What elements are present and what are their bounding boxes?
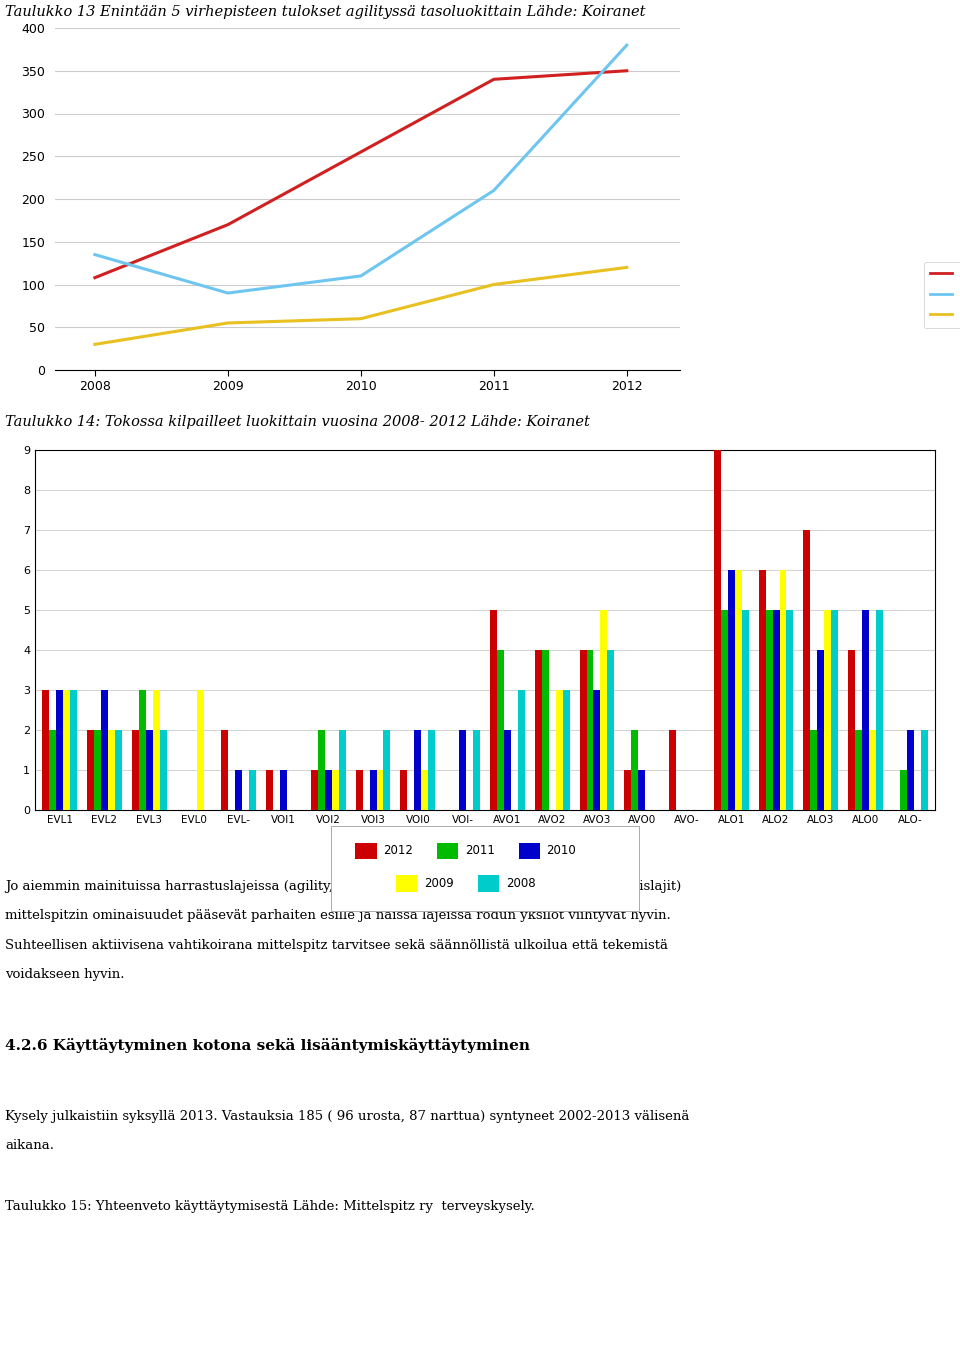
Bar (318, 730, 324, 810)
Text: mittelspitzin ominaisuudet pääsevät parhaiten esille ja näissä lajeissa rodun yk: mittelspitzin ominaisuudet pääsevät parh… (5, 910, 671, 922)
Bar (428, 730, 435, 810)
Bar (139, 690, 146, 810)
Text: Taulukko 13 Enintään 5 virhepisteen tulokset agilityssä tasoluokittain Lähde: Ko: Taulukko 13 Enintään 5 virhepisteen tulo… (5, 5, 645, 19)
Text: aikana.: aikana. (5, 1139, 54, 1151)
Bar (810, 730, 817, 810)
Bar (825, 610, 831, 810)
Bar (786, 610, 793, 810)
Bar (780, 570, 786, 810)
Bar (563, 690, 569, 810)
Bar (580, 651, 587, 810)
Bar (108, 730, 115, 810)
Bar (87, 730, 94, 810)
Bar (383, 730, 391, 810)
Bar (311, 771, 318, 810)
Text: Kysely julkaistiin syksyllä 2013. Vastauksia 185 ( 96 urosta, 87 narttua) syntyn: Kysely julkaistiin syksyllä 2013. Vastau… (5, 1109, 689, 1123)
Bar (669, 730, 676, 810)
Text: 2009: 2009 (424, 877, 454, 891)
Bar (714, 450, 721, 810)
Bar (804, 531, 810, 810)
Bar (900, 771, 907, 810)
Bar (42, 690, 49, 810)
Bar (415, 730, 421, 810)
Bar (517, 690, 525, 810)
Bar (70, 690, 77, 810)
Bar (400, 771, 407, 810)
Bar (132, 730, 139, 810)
Bar (758, 570, 766, 810)
Bar (339, 730, 346, 810)
Bar (94, 730, 101, 810)
Bar (587, 651, 593, 810)
Text: 2011: 2011 (465, 844, 494, 858)
Legend: 1-lk, 2-lk, 3-lk: 1-lk, 2-lk, 3-lk (924, 262, 960, 327)
Text: Taulukko 14: Tokossa kilpailleet luokittain vuosina 2008- 2012 Lähde: Koiranet: Taulukko 14: Tokossa kilpailleet luokitt… (5, 415, 589, 430)
Bar (817, 651, 825, 810)
Bar (473, 730, 480, 810)
Bar (497, 651, 504, 810)
Bar (728, 570, 734, 810)
Text: Taulukko 15: Yhteenveto käyttäytymisestä Lähde: Mittelspitz ry  terveyskysely.: Taulukko 15: Yhteenveto käyttäytymisestä… (5, 1199, 535, 1213)
Bar (869, 730, 876, 810)
Bar (766, 610, 773, 810)
Bar (356, 771, 363, 810)
Bar (742, 610, 749, 810)
Bar (593, 690, 600, 810)
Bar (624, 771, 632, 810)
Bar (49, 730, 56, 810)
Text: Suhteellisen aktiivisena vahtikoirana mittelspitz tarvitsee sekä säännöllistä ul: Suhteellisen aktiivisena vahtikoirana mi… (5, 938, 668, 952)
Bar (721, 610, 728, 810)
Bar (773, 610, 780, 810)
Bar (541, 651, 549, 810)
Bar (632, 730, 638, 810)
Bar (235, 771, 242, 810)
Bar (101, 690, 108, 810)
Bar (921, 730, 927, 810)
Bar (504, 730, 511, 810)
Bar (280, 771, 287, 810)
Bar (153, 690, 159, 810)
Bar (831, 610, 838, 810)
Bar (324, 771, 332, 810)
Bar (535, 651, 541, 810)
Bar (376, 771, 383, 810)
Bar (862, 610, 869, 810)
Bar (608, 651, 614, 810)
Bar (146, 730, 153, 810)
Bar (421, 771, 428, 810)
Bar (250, 771, 256, 810)
Text: 2012: 2012 (383, 844, 413, 858)
Bar (490, 610, 497, 810)
Text: 4.2.6 Käyttäytyminen kotona sekä lisääntymiskäyttäytyminen: 4.2.6 Käyttäytyminen kotona sekä lisäänt… (5, 1038, 530, 1053)
Bar (332, 771, 339, 810)
Bar (907, 730, 914, 810)
Bar (198, 690, 204, 810)
Bar (849, 651, 855, 810)
Bar (876, 610, 883, 810)
Bar (855, 730, 862, 810)
Bar (115, 730, 122, 810)
Bar (56, 690, 63, 810)
Bar (266, 771, 273, 810)
Bar (63, 690, 70, 810)
Bar (734, 570, 742, 810)
Text: Jo aiemmin mainituissa harrastuslajeissa (agility, tottelevaisuus sekä uudemmat : Jo aiemmin mainituissa harrastuslajeissa… (5, 880, 682, 893)
Bar (370, 771, 376, 810)
Text: 2008: 2008 (506, 877, 536, 891)
Text: voidakseen hyvin.: voidakseen hyvin. (5, 968, 125, 981)
Bar (222, 730, 228, 810)
Bar (556, 690, 563, 810)
Bar (600, 610, 608, 810)
Bar (459, 730, 467, 810)
Bar (159, 730, 166, 810)
Text: 2010: 2010 (546, 844, 576, 858)
Bar (638, 771, 645, 810)
